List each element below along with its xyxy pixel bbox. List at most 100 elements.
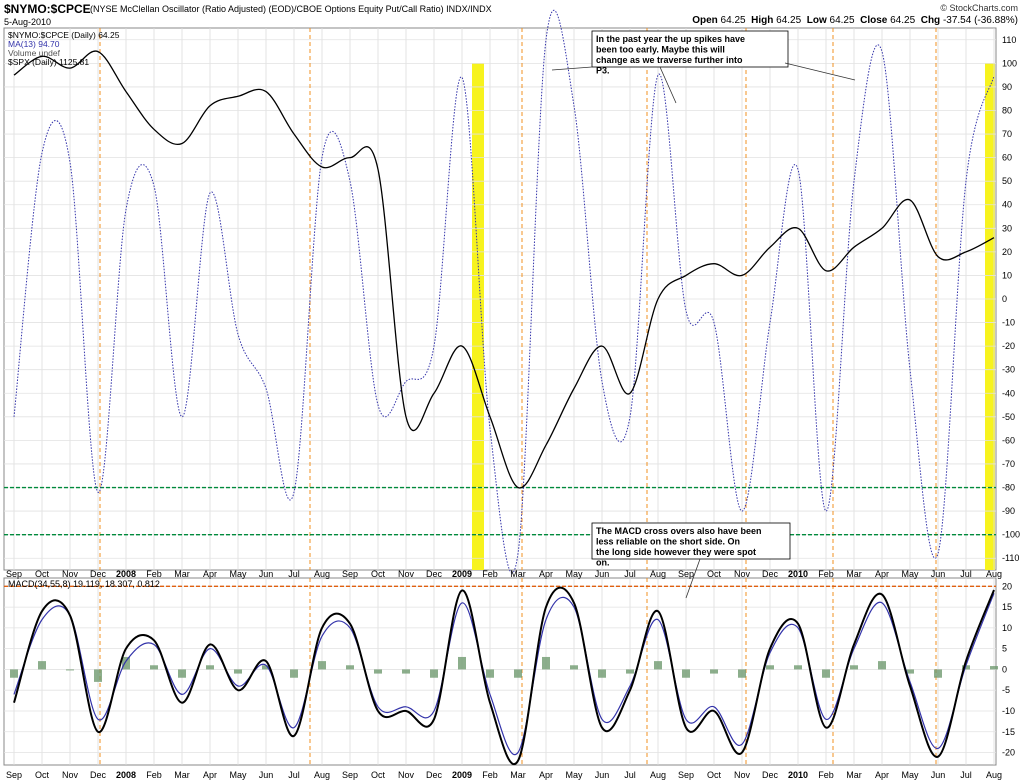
macd-x-tick: Sep bbox=[6, 770, 22, 780]
annotation-pointer bbox=[784, 62, 856, 81]
macd-x-tick: Jun bbox=[259, 770, 274, 780]
main-x-tick: Feb bbox=[818, 569, 834, 579]
macd-x-tick: Mar bbox=[846, 770, 862, 780]
histogram-bar bbox=[38, 661, 46, 670]
histogram-bar bbox=[262, 665, 270, 670]
main-y-tick: -110 bbox=[1002, 553, 1019, 563]
main-y-tick: 40 bbox=[1002, 200, 1012, 210]
macd-x-tick: 2010 bbox=[788, 770, 808, 780]
histogram-bar bbox=[878, 661, 886, 670]
main-y-tick: -50 bbox=[1002, 412, 1015, 422]
main-x-tick: Oct bbox=[35, 569, 50, 579]
macd-x-tick: Oct bbox=[371, 770, 386, 780]
main-x-tick: Jul bbox=[960, 569, 972, 579]
ohlc-readout: Open 64.25 High 64.25 Low 64.25 Close 64… bbox=[692, 15, 1018, 26]
main-y-tick: 100 bbox=[1002, 58, 1017, 68]
macd-x-tick: Aug bbox=[650, 770, 666, 780]
macd-x-tick: Sep bbox=[678, 770, 694, 780]
histogram-bar bbox=[682, 669, 690, 678]
main-x-tick: May bbox=[565, 569, 583, 579]
main-legend-entry: MA(13) 94.70 bbox=[8, 39, 60, 49]
macd-x-tick: Mar bbox=[174, 770, 190, 780]
main-y-tick: -30 bbox=[1002, 365, 1015, 375]
histogram-bar bbox=[766, 665, 774, 670]
main-x-tick: May bbox=[229, 569, 247, 579]
macd-x-tick: Feb bbox=[482, 770, 498, 780]
histogram-bar bbox=[514, 669, 522, 678]
main-x-tick: Sep bbox=[678, 569, 694, 579]
macd-y-tick: 15 bbox=[1002, 602, 1012, 612]
macd-x-tick: Apr bbox=[203, 770, 217, 780]
macd-signal-line bbox=[13, 593, 995, 756]
main-x-tick: Jul bbox=[288, 569, 300, 579]
main-y-tick: -40 bbox=[1002, 388, 1015, 398]
main-x-tick: Apr bbox=[203, 569, 217, 579]
main-x-tick: Dec bbox=[90, 569, 107, 579]
histogram-bar bbox=[934, 669, 942, 678]
main-x-tick: Sep bbox=[6, 569, 22, 579]
main-x-tick: May bbox=[901, 569, 919, 579]
annotation-pointer bbox=[659, 66, 677, 104]
histogram-bar bbox=[738, 669, 746, 678]
main-x-tick: Aug bbox=[986, 569, 1002, 579]
macd-x-tick: Dec bbox=[90, 770, 107, 780]
annotation-bottom-box bbox=[591, 522, 791, 560]
main-x-tick: Oct bbox=[371, 569, 386, 579]
main-y-tick: 90 bbox=[1002, 82, 1012, 92]
main-x-tick: Apr bbox=[875, 569, 889, 579]
main-x-tick: Jul bbox=[624, 569, 636, 579]
macd-x-tick: Nov bbox=[734, 770, 751, 780]
spx-series-line bbox=[13, 50, 995, 489]
macd-y-tick: 0 bbox=[1002, 664, 1007, 674]
macd-x-tick: Aug bbox=[314, 770, 330, 780]
histogram-bar bbox=[178, 669, 186, 678]
macd-x-tick: May bbox=[565, 770, 583, 780]
macd-y-tick: -5 bbox=[1002, 685, 1010, 695]
main-x-tick: Oct bbox=[707, 569, 722, 579]
histogram-bar bbox=[206, 665, 214, 670]
macd-x-tick: Nov bbox=[398, 770, 415, 780]
main-y-tick: 30 bbox=[1002, 223, 1012, 233]
chart-header: $NYMO:$CPCE (NYSE McClellan Oscillator (… bbox=[0, 0, 1024, 28]
macd-y-tick: 20 bbox=[1002, 581, 1012, 591]
macd-x-tick: Sep bbox=[342, 770, 358, 780]
macd-x-tick: Feb bbox=[146, 770, 162, 780]
main-x-tick: Mar bbox=[846, 569, 862, 579]
macd-x-tick: Nov bbox=[62, 770, 79, 780]
histogram-bar bbox=[486, 669, 494, 678]
macd-x-tick: Jun bbox=[595, 770, 610, 780]
macd-legend: MACD(34,55,8) 19.119, 18.307, 0.812 bbox=[8, 579, 160, 589]
histogram-bar bbox=[654, 661, 662, 670]
macd-x-tick: Mar bbox=[510, 770, 526, 780]
main-y-tick: 20 bbox=[1002, 247, 1012, 257]
main-x-tick: Mar bbox=[174, 569, 190, 579]
annotation-pointer bbox=[685, 558, 701, 599]
histogram-bar bbox=[374, 669, 382, 674]
main-y-tick: 0 bbox=[1002, 294, 1007, 304]
macd-y-tick: 5 bbox=[1002, 644, 1007, 654]
annotation-bottom-text: less reliable on the short side. On bbox=[596, 537, 740, 547]
histogram-bar bbox=[122, 656, 130, 670]
chart-date: 5-Aug-2010 bbox=[4, 17, 52, 27]
macd-x-tick: May bbox=[901, 770, 919, 780]
histogram-bar bbox=[794, 665, 802, 670]
highlight-band bbox=[985, 63, 995, 570]
histogram-bar bbox=[822, 669, 830, 678]
main-legend-entry: $NYMO:$CPCE (Daily) 64.25 bbox=[8, 30, 120, 40]
brand-logo: © StockCharts.com bbox=[940, 3, 1018, 13]
annotation-top-text: been too early. Maybe this will bbox=[596, 45, 725, 55]
histogram-bar bbox=[626, 669, 634, 674]
main-y-tick: 10 bbox=[1002, 270, 1012, 280]
ma-series-line bbox=[13, 9, 995, 574]
main-y-tick: -90 bbox=[1002, 506, 1015, 516]
main-x-tick: Nov bbox=[398, 569, 415, 579]
histogram-bar bbox=[402, 669, 410, 674]
histogram-bar bbox=[346, 665, 354, 670]
macd-line bbox=[13, 586, 995, 765]
histogram-bar bbox=[990, 666, 998, 670]
macd-y-tick: -10 bbox=[1002, 706, 1015, 716]
main-x-tick: Jun bbox=[595, 569, 610, 579]
main-x-tick: Sep bbox=[342, 569, 358, 579]
main-x-tick: Nov bbox=[62, 569, 79, 579]
